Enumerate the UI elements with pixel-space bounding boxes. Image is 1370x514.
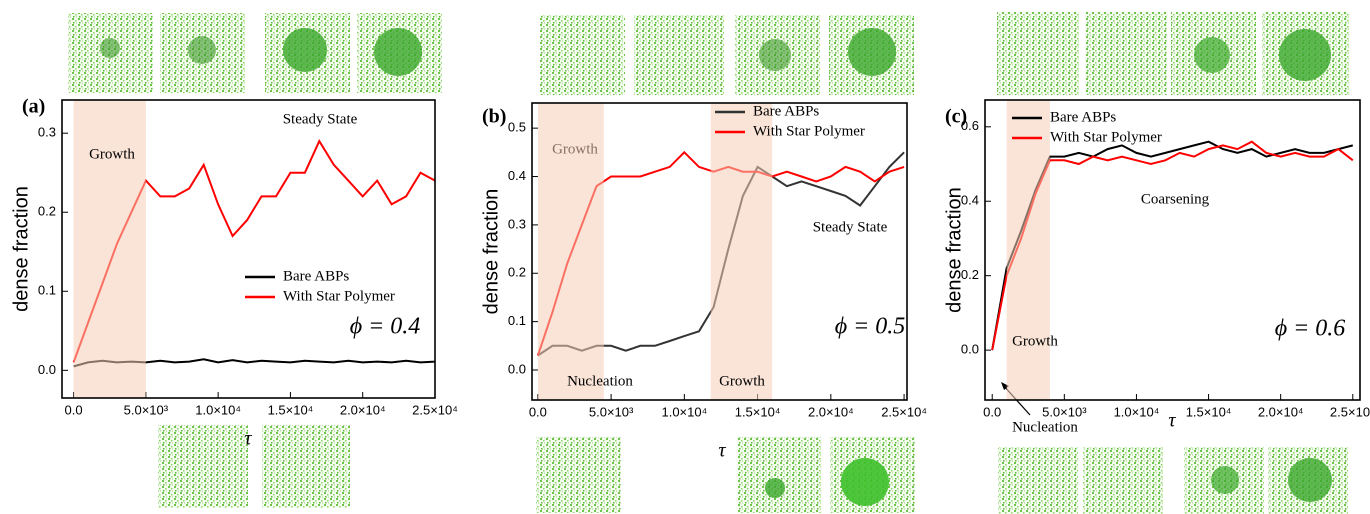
annotation: Nucleation <box>1012 419 1078 435</box>
y-tick-label: 0.4 <box>508 168 526 183</box>
plot-frame <box>984 99 1361 401</box>
snapshot <box>158 425 248 508</box>
cluster <box>1288 458 1332 502</box>
x-tick-label: 2.5×10⁴ <box>412 402 458 417</box>
annotation: ϕ = 0.4 <box>350 314 421 340</box>
y-tick-label: 0.1 <box>508 313 526 328</box>
y-tick-label: 0.0 <box>38 362 56 377</box>
x-tick-label: 1.0×10⁴ <box>661 404 707 419</box>
x-axis-label: τ <box>718 440 726 462</box>
panel: 0.0 5.0×10³ 1.0×10⁴ 1.5×10⁴ 2.0×10⁴ 2.5×10⁴ 0.… <box>10 96 458 450</box>
snapshot <box>536 437 621 513</box>
x-tick-label: 2.0×10⁴ <box>340 402 386 417</box>
x-tick-label: 1.5×10⁴ <box>735 404 781 419</box>
y-tick-label: 0.5 <box>508 120 526 135</box>
annotation: Growth <box>719 373 765 389</box>
cluster <box>1279 29 1331 81</box>
cluster <box>759 39 791 71</box>
snapshot <box>262 425 350 508</box>
panel: 0.0 5.0×10³ 1.0×10⁴ 1.5×10⁴ 2.0×10⁴ 2.5×10⁴ 0.… <box>480 102 927 462</box>
legend-label: With Star Polymer <box>1050 129 1162 145</box>
y-tick-label: 0.3 <box>508 216 526 231</box>
cluster <box>848 28 896 76</box>
snapshot <box>634 15 724 95</box>
plot-frame <box>531 102 908 401</box>
y-axis-label: dense fraction <box>943 187 965 313</box>
annotation: ϕ = 0.5 <box>835 314 906 340</box>
annotation: Growth <box>89 146 135 162</box>
arrow-head <box>1001 382 1009 390</box>
y-tick-label: 0.0 <box>508 361 526 376</box>
highlight-range <box>1006 100 1050 400</box>
snapshot <box>998 447 1078 514</box>
cluster <box>841 458 889 506</box>
plot-frame <box>61 99 436 399</box>
annotation: Growth <box>552 141 598 157</box>
legend-label: Bare ABPs <box>283 268 349 284</box>
series-line <box>991 140 1354 351</box>
x-tick-label: 0.0 <box>529 404 547 419</box>
panel-label: (b) <box>482 106 506 128</box>
cluster <box>1194 37 1230 73</box>
x-tick-label: 5.0×10³ <box>124 402 169 417</box>
highlight-range <box>710 103 773 400</box>
y-tick-label: 0.6 <box>961 118 979 133</box>
snapshot <box>997 12 1079 95</box>
highlight-range <box>537 103 604 400</box>
annotation: ϕ = 0.6 <box>1275 316 1346 342</box>
highlight-range <box>73 100 146 398</box>
x-tick-label: 2.5×10⁴ <box>881 404 927 419</box>
x-axis-label: τ <box>244 428 252 450</box>
snapshot <box>540 15 625 95</box>
y-tick-label: 0.2 <box>961 267 979 282</box>
snapshot <box>737 437 822 513</box>
y-tick-label: 0.4 <box>961 193 979 208</box>
snapshots <box>68 12 1350 514</box>
snapshot <box>1085 12 1167 95</box>
cluster <box>283 28 327 72</box>
y-tick-label: 0.3 <box>38 125 56 140</box>
panel-label: (a) <box>22 96 45 118</box>
annotation: Coarsening <box>1141 191 1210 207</box>
x-tick-label: 2.0×10⁴ <box>1258 404 1304 419</box>
legend-label: With Star Polymer <box>753 123 865 139</box>
legend-label: Bare ABPs <box>753 103 819 119</box>
x-tick-label: 5.0×10³ <box>1042 404 1087 419</box>
y-axis-label: dense fraction <box>480 189 502 315</box>
panel: 0.0 5.0×10³ 1.0×10⁴ 1.5×10⁴ 2.0×10⁴ 2.5×10⁴ 0.… <box>943 99 1370 435</box>
annotation: Nucleation <box>567 373 633 389</box>
cluster <box>765 478 785 498</box>
annotation: Steady State <box>283 111 358 127</box>
x-tick-label: 1.5×10⁴ <box>1186 404 1232 419</box>
x-tick-label: 2.0×10⁴ <box>808 404 854 419</box>
y-tick-label: 0.1 <box>38 283 56 298</box>
panel-label: (c) <box>945 106 967 128</box>
cluster <box>188 36 216 64</box>
y-axis-label: dense fraction <box>10 186 32 312</box>
x-tick-label: 1.5×10⁴ <box>268 402 314 417</box>
y-tick-label: 0.0 <box>961 342 979 357</box>
x-tick-label: 0.0 <box>65 402 83 417</box>
x-tick-label: 5.0×10³ <box>589 404 634 419</box>
annotation: Growth <box>1012 333 1058 349</box>
x-tick-label: 1.0×10⁴ <box>195 402 241 417</box>
cluster <box>374 28 422 76</box>
series-line <box>991 140 1354 351</box>
y-tick-label: 0.2 <box>38 204 56 219</box>
x-tick-label: 0.0 <box>983 404 1001 419</box>
x-tick-label: 2.5×10⁴ <box>1330 404 1370 419</box>
legend-label: Bare ABPs <box>1050 109 1116 125</box>
cluster <box>1211 466 1239 494</box>
x-axis-label: τ <box>1168 410 1176 432</box>
cluster <box>100 38 120 58</box>
annotation: Steady State <box>813 219 888 235</box>
legend-label: With Star Polymer <box>283 288 395 304</box>
y-tick-label: 0.2 <box>508 265 526 280</box>
x-tick-label: 1.0×10⁴ <box>1114 404 1160 419</box>
snapshot <box>1083 447 1163 514</box>
